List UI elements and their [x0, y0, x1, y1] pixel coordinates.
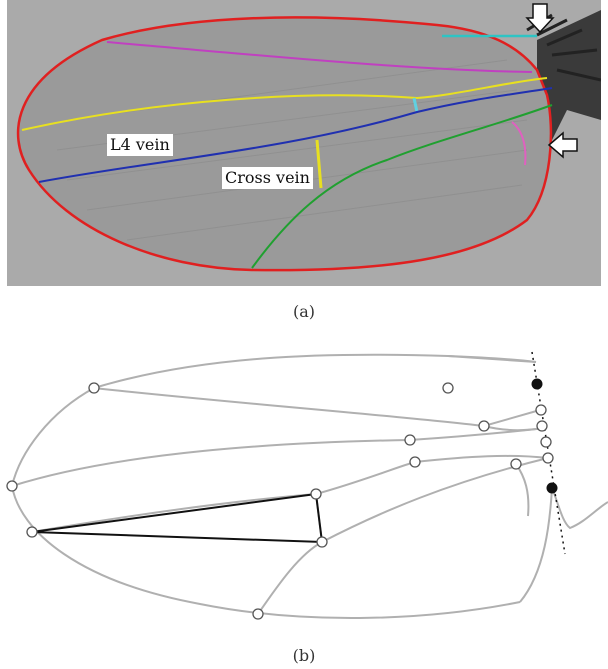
landmark-point: [252, 608, 264, 620]
posterior-crossvein: [315, 139, 323, 189]
posterior-margin: [519, 487, 553, 603]
l2-vein: [106, 41, 533, 73]
cross-vein-label: Cross vein: [222, 167, 313, 189]
vein-l5: [257, 457, 549, 615]
vein-l3: [11, 427, 547, 487]
wing-membrane: [16, 16, 553, 272]
left-arrow-icon: [547, 131, 578, 159]
landmark-filled-point: [546, 482, 558, 494]
landmark-point: [542, 452, 554, 464]
panel-b-caption: (b): [292, 646, 316, 665]
landmark-point: [310, 488, 322, 500]
vein-l2: [93, 387, 541, 428]
landmark-filled-point: [531, 378, 543, 390]
landmark-triangle: [31, 492, 324, 544]
landmark-point: [535, 404, 547, 416]
alula-vein: [511, 121, 527, 166]
vein-l4: [31, 454, 549, 533]
costal-line: [447, 355, 537, 363]
notch-curve: [551, 487, 608, 530]
l5-vein: [251, 104, 553, 269]
panel-a-caption: (a): [292, 302, 316, 321]
landmark-point: [510, 458, 522, 470]
landmark-point: [409, 456, 421, 468]
anterior-crossvein: [412, 97, 419, 113]
wing-outline: [10, 353, 537, 619]
wing-photo-panel: [7, 0, 601, 286]
l3-vein: [21, 77, 548, 131]
l4-vein-label: L4 vein: [107, 134, 173, 156]
landmark-point: [26, 526, 38, 538]
alula-line: [515, 463, 530, 517]
landmark-point: [404, 434, 416, 446]
landmark-diagram: [6, 351, 608, 620]
landmark-point: [6, 480, 18, 492]
landmark-point: [478, 420, 490, 432]
down-arrow-icon: [525, 3, 555, 34]
landmark-point: [536, 420, 548, 432]
landmark-point: [88, 382, 100, 394]
landmark-point: [442, 382, 454, 394]
l4-vein: [38, 87, 553, 183]
landmark-point: [540, 436, 552, 448]
landmark-point: [316, 536, 328, 548]
vein-l3-branch: [483, 425, 543, 432]
